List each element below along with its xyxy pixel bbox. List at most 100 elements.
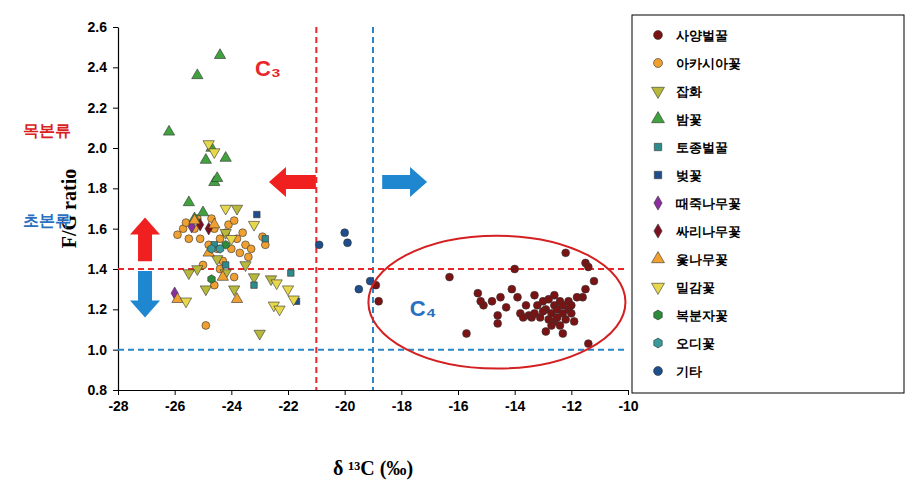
legend-label: 기타 xyxy=(676,364,702,379)
y-tick: 1.2 xyxy=(88,301,118,317)
data-point xyxy=(288,296,299,306)
reference-line xyxy=(372,27,374,390)
legend-marker xyxy=(654,171,661,178)
plot-area xyxy=(118,27,628,390)
legend-label: 밀감꽃 xyxy=(676,280,715,295)
data-point xyxy=(189,214,200,224)
legend-marker xyxy=(652,112,665,123)
legend-label: 잡화 xyxy=(676,84,702,99)
data-point xyxy=(220,205,231,215)
annotation: C₄ xyxy=(410,296,436,321)
x-tick-mark xyxy=(401,390,402,395)
y-tick-label: 0.8 xyxy=(88,382,108,398)
data-point xyxy=(315,241,323,249)
data-point xyxy=(488,297,496,305)
x-tick-mark xyxy=(458,390,459,395)
series-points xyxy=(315,229,374,293)
y-tick-mark xyxy=(113,108,118,109)
data-point xyxy=(212,172,223,182)
series-points xyxy=(171,220,195,299)
legend-label: 복분자꽃 xyxy=(676,308,728,323)
data-point xyxy=(220,152,231,162)
x-tick: -14 xyxy=(505,390,525,414)
data-point xyxy=(271,280,282,290)
y-tick-mark xyxy=(113,27,118,28)
data-point xyxy=(240,262,251,272)
legend-marker xyxy=(652,87,665,98)
y-tick: 2.6 xyxy=(88,19,118,35)
legend-marker xyxy=(654,196,662,210)
data-point xyxy=(208,275,215,284)
y-tick-label: 2.0 xyxy=(88,140,108,156)
legend-marker xyxy=(654,59,663,68)
legend-label: 벚꽃 xyxy=(676,168,702,183)
x-axis: -28-26-24-22-20-18-16-14-12-10 xyxy=(108,390,638,414)
y-tick-label: 2.6 xyxy=(88,19,108,35)
series-points xyxy=(208,241,230,284)
y-tick-label: 1.8 xyxy=(88,180,108,196)
y-tick: 2.0 xyxy=(88,140,118,156)
data-point xyxy=(183,196,194,206)
data-point xyxy=(251,282,257,288)
data-point xyxy=(531,291,539,299)
legend-label: 밤꽃 xyxy=(676,112,702,127)
data-point xyxy=(200,286,211,296)
x-axis-line xyxy=(119,390,629,391)
data-point xyxy=(344,239,352,247)
data-point xyxy=(208,245,215,254)
data-point xyxy=(172,293,183,303)
x-tick-label: -22 xyxy=(278,398,298,414)
x-axis-title: δ ¹³C (‰) xyxy=(333,457,413,480)
data-point xyxy=(542,328,550,336)
data-point xyxy=(582,285,590,293)
data-point xyxy=(375,297,383,305)
data-point xyxy=(230,217,238,225)
data-point xyxy=(185,235,193,243)
data-point xyxy=(231,205,242,215)
y-tick-label: 1.4 xyxy=(88,261,108,277)
data-point xyxy=(573,293,581,301)
legend-label: 오디꽃 xyxy=(676,336,715,351)
data-point xyxy=(514,293,522,301)
x-tick-label: -10 xyxy=(618,398,638,414)
data-point xyxy=(511,265,519,273)
y-tick-label: 1.2 xyxy=(88,301,108,317)
x-tick-mark xyxy=(288,390,289,395)
y-axis-title: F/G ratio xyxy=(58,169,80,248)
x-tick: -28 xyxy=(108,390,128,414)
y-tick: 1.0 xyxy=(88,342,118,358)
series-points xyxy=(174,215,270,330)
data-point xyxy=(163,125,174,135)
x-tick-mark xyxy=(231,390,232,395)
y-tick-mark xyxy=(113,188,118,189)
reference-line xyxy=(315,27,317,390)
data-point xyxy=(562,249,570,257)
chart: -28-26-24-22-20-18-16-14-12-100.81.01.21… xyxy=(0,0,909,493)
legend: 사양벌꿀아카시아꽃잡화밤꽃토종벌꿀벚꽃때죽나무꽃싸리나무꽃옻나무꽃밀감꽃복분자꽃… xyxy=(632,15,904,393)
series-points xyxy=(183,205,276,340)
y-tick-label: 2.2 xyxy=(88,100,108,116)
x-tick-label: -28 xyxy=(108,398,128,414)
data-point xyxy=(180,298,191,308)
data-point xyxy=(477,297,485,305)
x-tick: -22 xyxy=(278,390,298,414)
x-tick: -12 xyxy=(562,390,582,414)
data-point xyxy=(522,301,530,309)
y-tick-label: 2.4 xyxy=(88,59,108,75)
legend-box xyxy=(632,15,904,393)
y-axis-line xyxy=(118,28,119,391)
y-tick-mark xyxy=(113,148,118,149)
data-point xyxy=(282,286,293,296)
x-tick-label: -20 xyxy=(335,398,355,414)
series-points xyxy=(254,211,300,304)
legend-label: 때죽나무꽃 xyxy=(676,196,741,211)
data-point xyxy=(508,285,516,293)
arrow xyxy=(269,167,316,197)
y-tick-mark xyxy=(113,390,118,391)
y-tick: 2.2 xyxy=(88,100,118,116)
legend-marker xyxy=(652,252,665,263)
annotation: 목본류 xyxy=(23,122,71,139)
series-points xyxy=(163,49,231,222)
data-point xyxy=(463,330,471,338)
data-point xyxy=(231,293,242,303)
